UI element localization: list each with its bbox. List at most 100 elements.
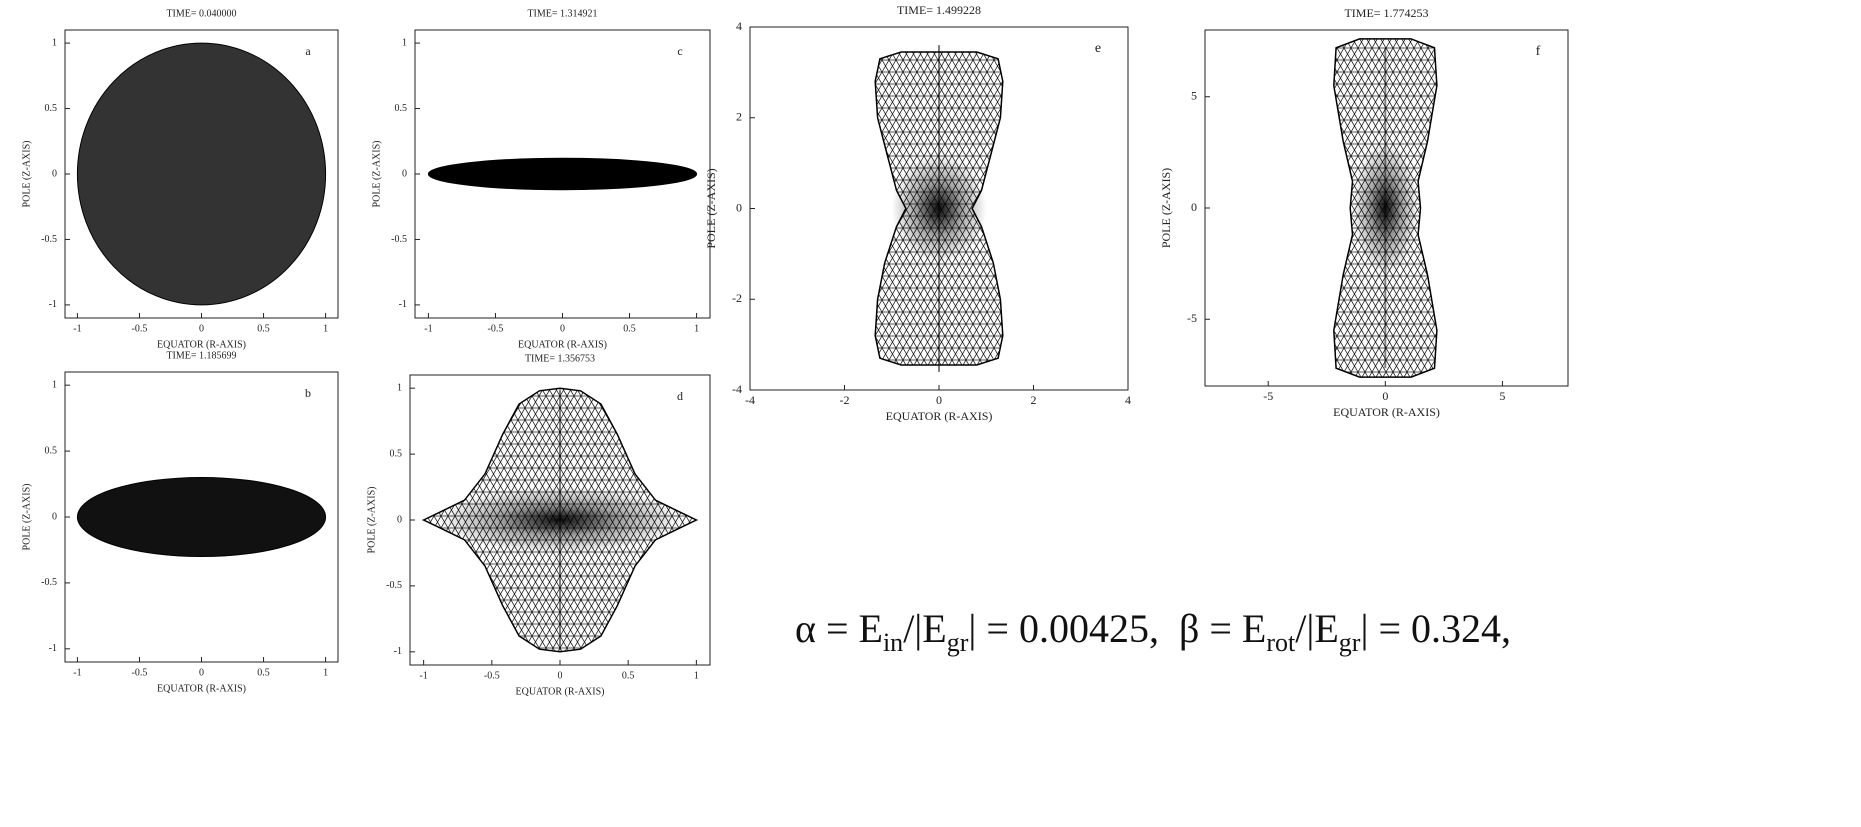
- x-tick-label: 0.5: [622, 670, 635, 681]
- y-axis-label: POLE (Z-AXIS): [366, 487, 377, 554]
- y-tick-label: 0.5: [395, 103, 408, 114]
- x-axis-label: EQUATOR (R-AXIS): [516, 686, 605, 697]
- equation-subscript: gr: [946, 628, 969, 657]
- x-tick-label: 0: [936, 393, 942, 407]
- x-tick-label: 0: [558, 670, 563, 681]
- x-tick-label: 1: [323, 323, 328, 334]
- y-tick-label: 0.5: [45, 103, 58, 114]
- panel: -1 -0.5 0 0.5 1 -1 -0.5 0 0.5 1 TIME= 0.040000 a EQU…: [21, 8, 339, 350]
- y-tick-label: 0: [52, 168, 57, 179]
- equation: α = Ein/|Egr| = 0.00425, β = Erot/|Egr| …: [795, 605, 1511, 658]
- panel: -5 0 5 -5 0 5 TIME= 1.774253 f EQUATOR (R-AXIS) P…: [1159, 6, 1569, 419]
- y-tick-label: 1: [52, 37, 57, 48]
- x-tick-label: -1: [424, 323, 432, 334]
- mesh-body: [76, 476, 327, 558]
- equation-text: /|E: [903, 606, 947, 651]
- y-tick-label: 1: [52, 379, 57, 390]
- x-axis-label: EQUATOR (R-AXIS): [886, 409, 993, 423]
- x-tick-label: 0.5: [257, 323, 270, 334]
- y-tick-label: -0.5: [41, 234, 57, 245]
- y-tick-label: -5: [1187, 311, 1197, 325]
- y-tick-label: -1: [399, 299, 407, 310]
- y-tick-label: -2: [732, 291, 742, 305]
- equation-text: /|E: [1295, 606, 1339, 651]
- panel-letter: a: [305, 44, 311, 58]
- panel: -1 -0.5 0 0.5 1 -1 -0.5 0 0.5 1 TIME= 1.185699 b EQU…: [21, 350, 339, 694]
- x-axis-label: EQUATOR (R-AXIS): [157, 683, 246, 694]
- x-tick-label: 0: [199, 323, 204, 334]
- y-axis-label: POLE (Z-AXIS): [371, 141, 382, 208]
- x-tick-label: -5: [1263, 389, 1273, 403]
- y-tick-label: 0: [52, 511, 57, 522]
- x-tick-label: 0.5: [257, 667, 270, 678]
- panel-letter: d: [677, 389, 683, 403]
- panel-letter: e: [1095, 41, 1101, 56]
- x-tick-label: -1: [419, 670, 427, 681]
- panel-letter: c: [677, 44, 682, 58]
- x-tick-label: -0.5: [132, 323, 148, 334]
- panel-letter: f: [1536, 44, 1541, 59]
- equation-text: | = 0.324,: [1360, 606, 1512, 651]
- x-axis-label: EQUATOR (R-AXIS): [1333, 405, 1440, 419]
- panel-title: TIME= 1.499228: [897, 3, 981, 17]
- x-tick-label: -4: [745, 393, 755, 407]
- equation-text: α = E: [795, 606, 883, 651]
- equation-subscript: gr: [1338, 628, 1361, 657]
- x-tick-label: 0.5: [623, 323, 636, 334]
- x-tick-label: 4: [1125, 393, 1131, 407]
- y-tick-label: 0: [736, 200, 742, 214]
- equation-subscript: in: [882, 628, 904, 657]
- panel: -1 -0.5 0 0.5 1 -1 -0.5 0 0.5 1 TIME= 1.356753 d EQU…: [366, 353, 711, 697]
- x-tick-label: 0: [1382, 389, 1388, 403]
- y-tick-label: 0: [1191, 200, 1197, 214]
- y-axis-label: POLE (Z-AXIS): [1159, 168, 1173, 248]
- x-tick-label: 1: [323, 667, 328, 678]
- y-axis-label: POLE (Z-AXIS): [21, 484, 32, 551]
- x-tick-label: -1: [73, 667, 81, 678]
- y-tick-label: 0: [397, 514, 402, 525]
- y-tick-label: -1: [49, 643, 57, 654]
- panel-title: TIME= 0.040000: [166, 8, 236, 19]
- x-tick-label: 5: [1499, 389, 1505, 403]
- x-axis-label: EQUATOR (R-AXIS): [157, 339, 246, 350]
- panel-title: TIME= 1.774253: [1344, 6, 1428, 20]
- x-tick-label: 1: [694, 670, 699, 681]
- x-tick-label: 2: [1031, 393, 1037, 407]
- x-tick-label: 1: [694, 323, 699, 334]
- equation-subscript: rot: [1266, 628, 1296, 657]
- panel-title: TIME= 1.356753: [525, 353, 595, 364]
- y-axis-label: POLE (Z-AXIS): [704, 168, 718, 248]
- x-tick-label: -0.5: [484, 670, 500, 681]
- y-tick-label: -0.5: [386, 580, 402, 591]
- y-tick-label: -1: [49, 299, 57, 310]
- panel: -4 -2 0 2 4 -4 -2 0 2 4 TIME= 1.499228 e EQUATOR (R-…: [704, 3, 1131, 423]
- equation-text: | = 0.00425, β = E: [968, 606, 1267, 651]
- panel: -1 -0.5 0 0.5 1 -1 -0.5 0 0.5 1 TIME= 1.314921 c EQU…: [371, 8, 711, 350]
- y-tick-label: 1: [402, 37, 407, 48]
- x-tick-label: 0: [560, 323, 565, 334]
- y-tick-label: 0.5: [390, 448, 403, 459]
- x-tick-label: -2: [840, 393, 850, 407]
- x-tick-label: -0.5: [488, 323, 504, 334]
- y-tick-label: 2: [736, 110, 742, 124]
- y-tick-label: 0.5: [45, 445, 58, 456]
- panel-title: TIME= 1.185699: [166, 350, 236, 361]
- y-tick-label: -4: [732, 382, 742, 396]
- y-tick-label: 4: [736, 19, 742, 33]
- panel-title: TIME= 1.314921: [527, 8, 597, 19]
- y-tick-label: -0.5: [41, 577, 57, 588]
- x-tick-label: -0.5: [132, 667, 148, 678]
- panel-letter: b: [305, 386, 311, 400]
- y-tick-label: -0.5: [391, 234, 407, 245]
- x-tick-label: 0: [199, 667, 204, 678]
- mesh-body: [76, 42, 327, 306]
- mesh-body: [427, 157, 698, 191]
- y-tick-label: 0: [402, 168, 407, 179]
- x-tick-label: -1: [73, 323, 81, 334]
- y-tick-label: -1: [394, 646, 402, 657]
- y-tick-label: 1: [397, 382, 402, 393]
- y-axis-label: POLE (Z-AXIS): [21, 141, 32, 208]
- x-axis-label: EQUATOR (R-AXIS): [518, 339, 607, 350]
